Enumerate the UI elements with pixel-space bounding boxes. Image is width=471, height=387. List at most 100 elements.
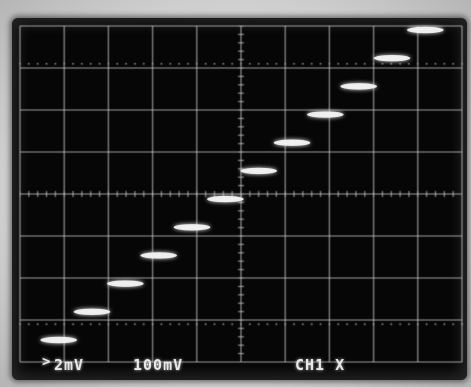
staircase-step <box>273 139 311 146</box>
graticule-dotted-marker <box>301 323 304 326</box>
graticule-dotted-marker <box>434 323 437 326</box>
ch2-scale-readout: 100mV <box>133 356 184 374</box>
graticule-dotted-marker <box>425 62 428 65</box>
graticule-dotted-marker <box>319 62 322 65</box>
staircase-step <box>173 224 211 231</box>
staircase-step <box>307 111 344 118</box>
graticule-dotted-marker <box>45 323 48 326</box>
staircase-step <box>207 195 244 203</box>
graticule-dotted-marker <box>80 62 83 65</box>
graticule-dotted-marker <box>390 323 393 326</box>
graticule-dotted-marker <box>222 323 225 326</box>
graticule-dotted-marker <box>178 323 181 326</box>
graticule-dotted-marker <box>204 62 207 65</box>
staircase-step <box>40 336 77 344</box>
graticule-dotted-marker <box>160 323 163 326</box>
graticule <box>19 25 463 363</box>
graticule-dotted-marker <box>248 62 251 65</box>
graticule-dotted-marker <box>346 323 348 326</box>
graticule-dotted-marker <box>27 323 30 326</box>
graticule-dotted-marker <box>80 323 83 326</box>
staircase-step <box>73 308 111 316</box>
graticule-dotted-marker <box>284 62 287 65</box>
graticule-dotted-marker <box>408 323 410 326</box>
graticule-dotted-marker <box>416 62 419 65</box>
scope-display <box>19 25 463 363</box>
graticule-dotted-marker <box>399 62 402 65</box>
graticule-dotted-marker <box>266 323 269 326</box>
graticule-dotted-marker <box>372 62 375 65</box>
graticule-dotted-marker <box>266 62 269 65</box>
graticule-dotted-marker <box>187 62 189 65</box>
graticule-dotted-marker <box>89 323 92 326</box>
graticule-dotted-marker <box>195 62 198 65</box>
staircase-step <box>340 83 377 90</box>
graticule-dotted-marker <box>151 323 154 326</box>
graticule-dotted-marker <box>461 62 463 65</box>
oscilloscope-screen: 2mV 100mV CH1 X > <box>12 18 467 380</box>
graticule-dotted-marker <box>54 323 57 326</box>
graticule-dotted-marker <box>328 323 331 326</box>
ch1-arrow-marker: > <box>42 354 52 370</box>
graticule-dotted-marker <box>257 323 260 326</box>
graticule-dotted-marker <box>19 62 21 65</box>
graticule-dotted-marker <box>372 323 375 326</box>
graticule-dotted-marker <box>284 323 287 326</box>
graticule-dotted-marker <box>187 323 189 326</box>
graticule-dotted-marker <box>310 323 313 326</box>
graticule-dotted-marker <box>134 62 136 65</box>
graticule-dotted-marker <box>443 62 446 65</box>
graticule-dotted-marker <box>19 323 21 326</box>
graticule-dotted-marker <box>399 323 402 326</box>
graticule-dotted-marker <box>54 62 57 65</box>
graticule-dotted-marker <box>293 323 295 326</box>
graticule-dotted-marker <box>363 323 366 326</box>
graticule-dotted-marker <box>213 323 216 326</box>
graticule-dotted-marker <box>169 323 172 326</box>
graticule-dotted-marker <box>116 323 119 326</box>
graticule-dotted-marker <box>275 323 278 326</box>
staircase-trace <box>40 26 444 344</box>
graticule-dotted-marker <box>328 62 331 65</box>
graticule-dotted-marker <box>142 62 145 65</box>
graticule-dotted-marker <box>107 62 110 65</box>
graticule-dotted-marker <box>213 62 216 65</box>
graticule-dotted-marker <box>390 62 393 65</box>
graticule-dotted-marker <box>116 62 119 65</box>
graticule-dotted-marker <box>27 62 30 65</box>
staircase-step <box>407 26 444 34</box>
graticule-dotted-marker <box>63 323 66 326</box>
staircase-step <box>140 252 178 259</box>
graticule-dotted-marker <box>45 62 48 65</box>
graticule-dotted-marker <box>452 62 455 65</box>
graticule-dotted-marker <box>257 62 260 65</box>
graticule-dotted-marker <box>355 62 357 65</box>
graticule-dotted-marker <box>408 62 410 65</box>
graticule-dotted-marker <box>301 62 304 65</box>
graticule-dotted-marker <box>195 323 198 326</box>
graticule-dotted-marker <box>72 62 74 65</box>
graticule-dotted-marker <box>346 62 348 65</box>
graticule-dotted-marker <box>337 323 340 326</box>
graticule-dotted-marker <box>381 323 384 326</box>
graticule-dotted-marker <box>142 323 145 326</box>
graticule-dotted-marker <box>319 323 322 326</box>
graticule-dotted-marker <box>134 323 136 326</box>
graticule-dotted-marker <box>125 62 127 65</box>
graticule-dotted-marker <box>452 323 455 326</box>
graticule-dotted-marker <box>461 323 463 326</box>
graticule-dotted-marker <box>98 323 101 326</box>
graticule-dotted-marker <box>107 323 110 326</box>
graticule-dotted-marker <box>434 62 437 65</box>
graticule-dotted-marker <box>355 323 357 326</box>
graticule-dotted-marker <box>293 62 295 65</box>
graticule-dotted-marker <box>425 323 428 326</box>
graticule-dotted-marker <box>89 62 92 65</box>
graticule-dotted-marker <box>125 323 127 326</box>
graticule-dotted-marker <box>416 323 419 326</box>
graticule-dotted-marker <box>36 62 39 65</box>
graticule-dotted-marker <box>72 323 74 326</box>
graticule-dotted-marker <box>63 62 66 65</box>
graticule-dotted-marker <box>381 62 384 65</box>
staircase-step <box>240 167 277 175</box>
